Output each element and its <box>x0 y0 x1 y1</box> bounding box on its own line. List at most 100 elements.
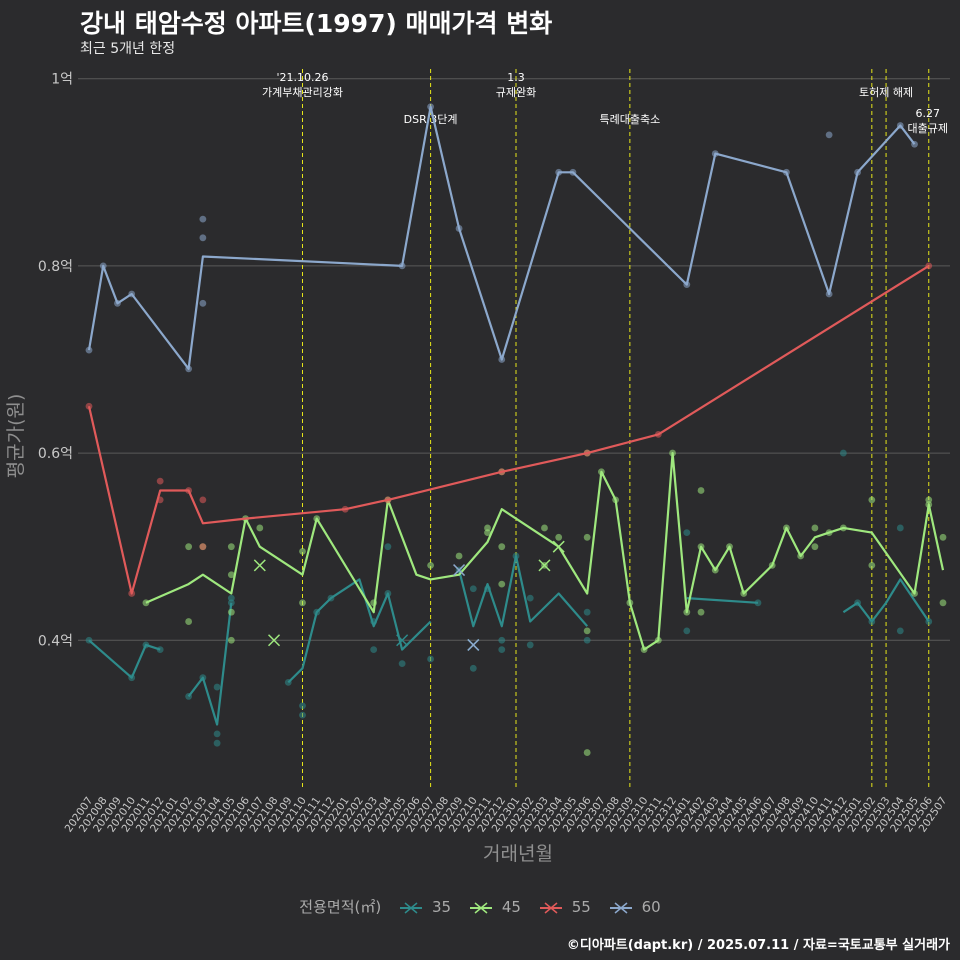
data-point <box>541 524 548 532</box>
data-point <box>555 533 563 541</box>
data-point <box>526 641 534 649</box>
cross-mark <box>253 559 266 572</box>
data-point <box>484 529 491 537</box>
data-point <box>583 627 591 635</box>
data-point <box>583 749 591 756</box>
y-tick-label: 0.6억 <box>38 446 73 462</box>
data-point <box>213 683 221 691</box>
data-point <box>868 496 876 504</box>
data-point <box>256 524 264 532</box>
data-point <box>85 346 93 354</box>
data-point <box>299 702 306 710</box>
event-label: 특례대출축소 <box>599 113 660 126</box>
data-point <box>370 646 378 654</box>
series-60 <box>85 103 918 651</box>
series-line <box>145 452 945 651</box>
data-point <box>868 561 876 569</box>
legend-item-55[interactable]: 55 <box>538 898 591 916</box>
data-point <box>498 543 506 551</box>
data-point <box>156 477 164 485</box>
data-point <box>227 608 235 616</box>
data-point <box>469 664 477 672</box>
y-gridlines <box>78 78 950 641</box>
data-point <box>484 524 491 532</box>
data-point <box>583 608 591 616</box>
event-label: 토허제 해제 <box>859 85 913 99</box>
cross-mark <box>453 564 466 577</box>
data-point <box>498 580 506 588</box>
data-point <box>498 646 506 654</box>
legend-swatch-35 <box>399 901 422 914</box>
chart-title: 강내 태암수정 아파트(1997) 매매가격 변화 <box>80 9 553 38</box>
data-point <box>213 739 221 747</box>
legend-title: 전용면적(㎡) <box>299 898 382 916</box>
data-point <box>85 402 93 410</box>
data-point <box>939 533 947 541</box>
data-point <box>213 730 221 738</box>
series-35 <box>85 449 933 747</box>
cross-mark <box>396 634 409 647</box>
data-point <box>811 543 819 551</box>
data-point <box>839 449 847 457</box>
legend: 전용면적(㎡) 35 45 55 60 <box>0 896 960 917</box>
data-point <box>683 529 691 537</box>
data-point <box>427 561 434 569</box>
event-label: 1.3 <box>507 71 525 84</box>
legend-item-60[interactable]: 60 <box>608 898 661 916</box>
data-point <box>939 599 947 607</box>
legend-label-55: 55 <box>571 898 591 916</box>
data-point <box>583 533 591 541</box>
series-45 <box>142 449 947 756</box>
data-point <box>469 585 477 593</box>
series-line <box>88 554 930 726</box>
data-point <box>227 571 235 579</box>
legend-label-60: 60 <box>641 898 661 916</box>
event-label: 규제완화 <box>496 86 536 99</box>
y-tick-label: 1억 <box>51 72 73 88</box>
data-point <box>896 524 904 532</box>
data-point <box>427 655 434 663</box>
data-point <box>683 627 691 635</box>
data-point <box>185 618 193 625</box>
data-point <box>526 594 534 602</box>
event-label: 6.27 <box>916 107 941 120</box>
legend-swatch-45 <box>469 901 492 914</box>
data-point <box>384 543 392 551</box>
x-axis: 2020072020082020092020102020112020122021… <box>63 795 950 835</box>
data-point <box>896 627 904 635</box>
legend-item-35[interactable]: 35 <box>398 898 451 916</box>
source-caption: ©디아파트(dapt.kr) / 2025.07.11 / 자료=국토교통부 실… <box>566 938 950 953</box>
data-point <box>199 543 207 551</box>
data-point <box>455 552 463 560</box>
data-point <box>199 299 207 307</box>
data-point <box>398 660 406 668</box>
data-point <box>697 487 705 494</box>
data-point <box>299 711 306 719</box>
data-point <box>199 496 207 504</box>
event-label: 가계부채관리강화 <box>262 86 343 99</box>
data-point <box>925 496 933 504</box>
chart-subtitle: 최근 5개년 한정 <box>80 41 176 57</box>
y-axis: 0.4억 0.6억 0.8억 1억 <box>38 72 73 650</box>
x-axis-title: 거래년월 <box>483 843 553 865</box>
data-point <box>199 234 207 242</box>
data-point <box>227 543 235 551</box>
cross-mark <box>467 638 480 651</box>
event-label: '21.10.26 <box>276 71 328 84</box>
data-point <box>227 594 235 602</box>
data-point <box>227 636 235 644</box>
event-label: 대출규제 <box>908 122 948 135</box>
data-point <box>199 215 207 223</box>
data-point <box>498 636 506 644</box>
legend-swatch-60 <box>609 901 632 914</box>
data-point <box>299 547 306 555</box>
series-line <box>87 105 916 370</box>
legend-item-45[interactable]: 45 <box>468 898 521 916</box>
legend-swatch-55 <box>539 901 562 914</box>
series-55 <box>85 262 933 597</box>
legend-label-45: 45 <box>501 898 521 916</box>
legend-label-35: 35 <box>431 898 452 916</box>
series-layer <box>85 103 947 756</box>
cross-mark <box>268 634 281 647</box>
